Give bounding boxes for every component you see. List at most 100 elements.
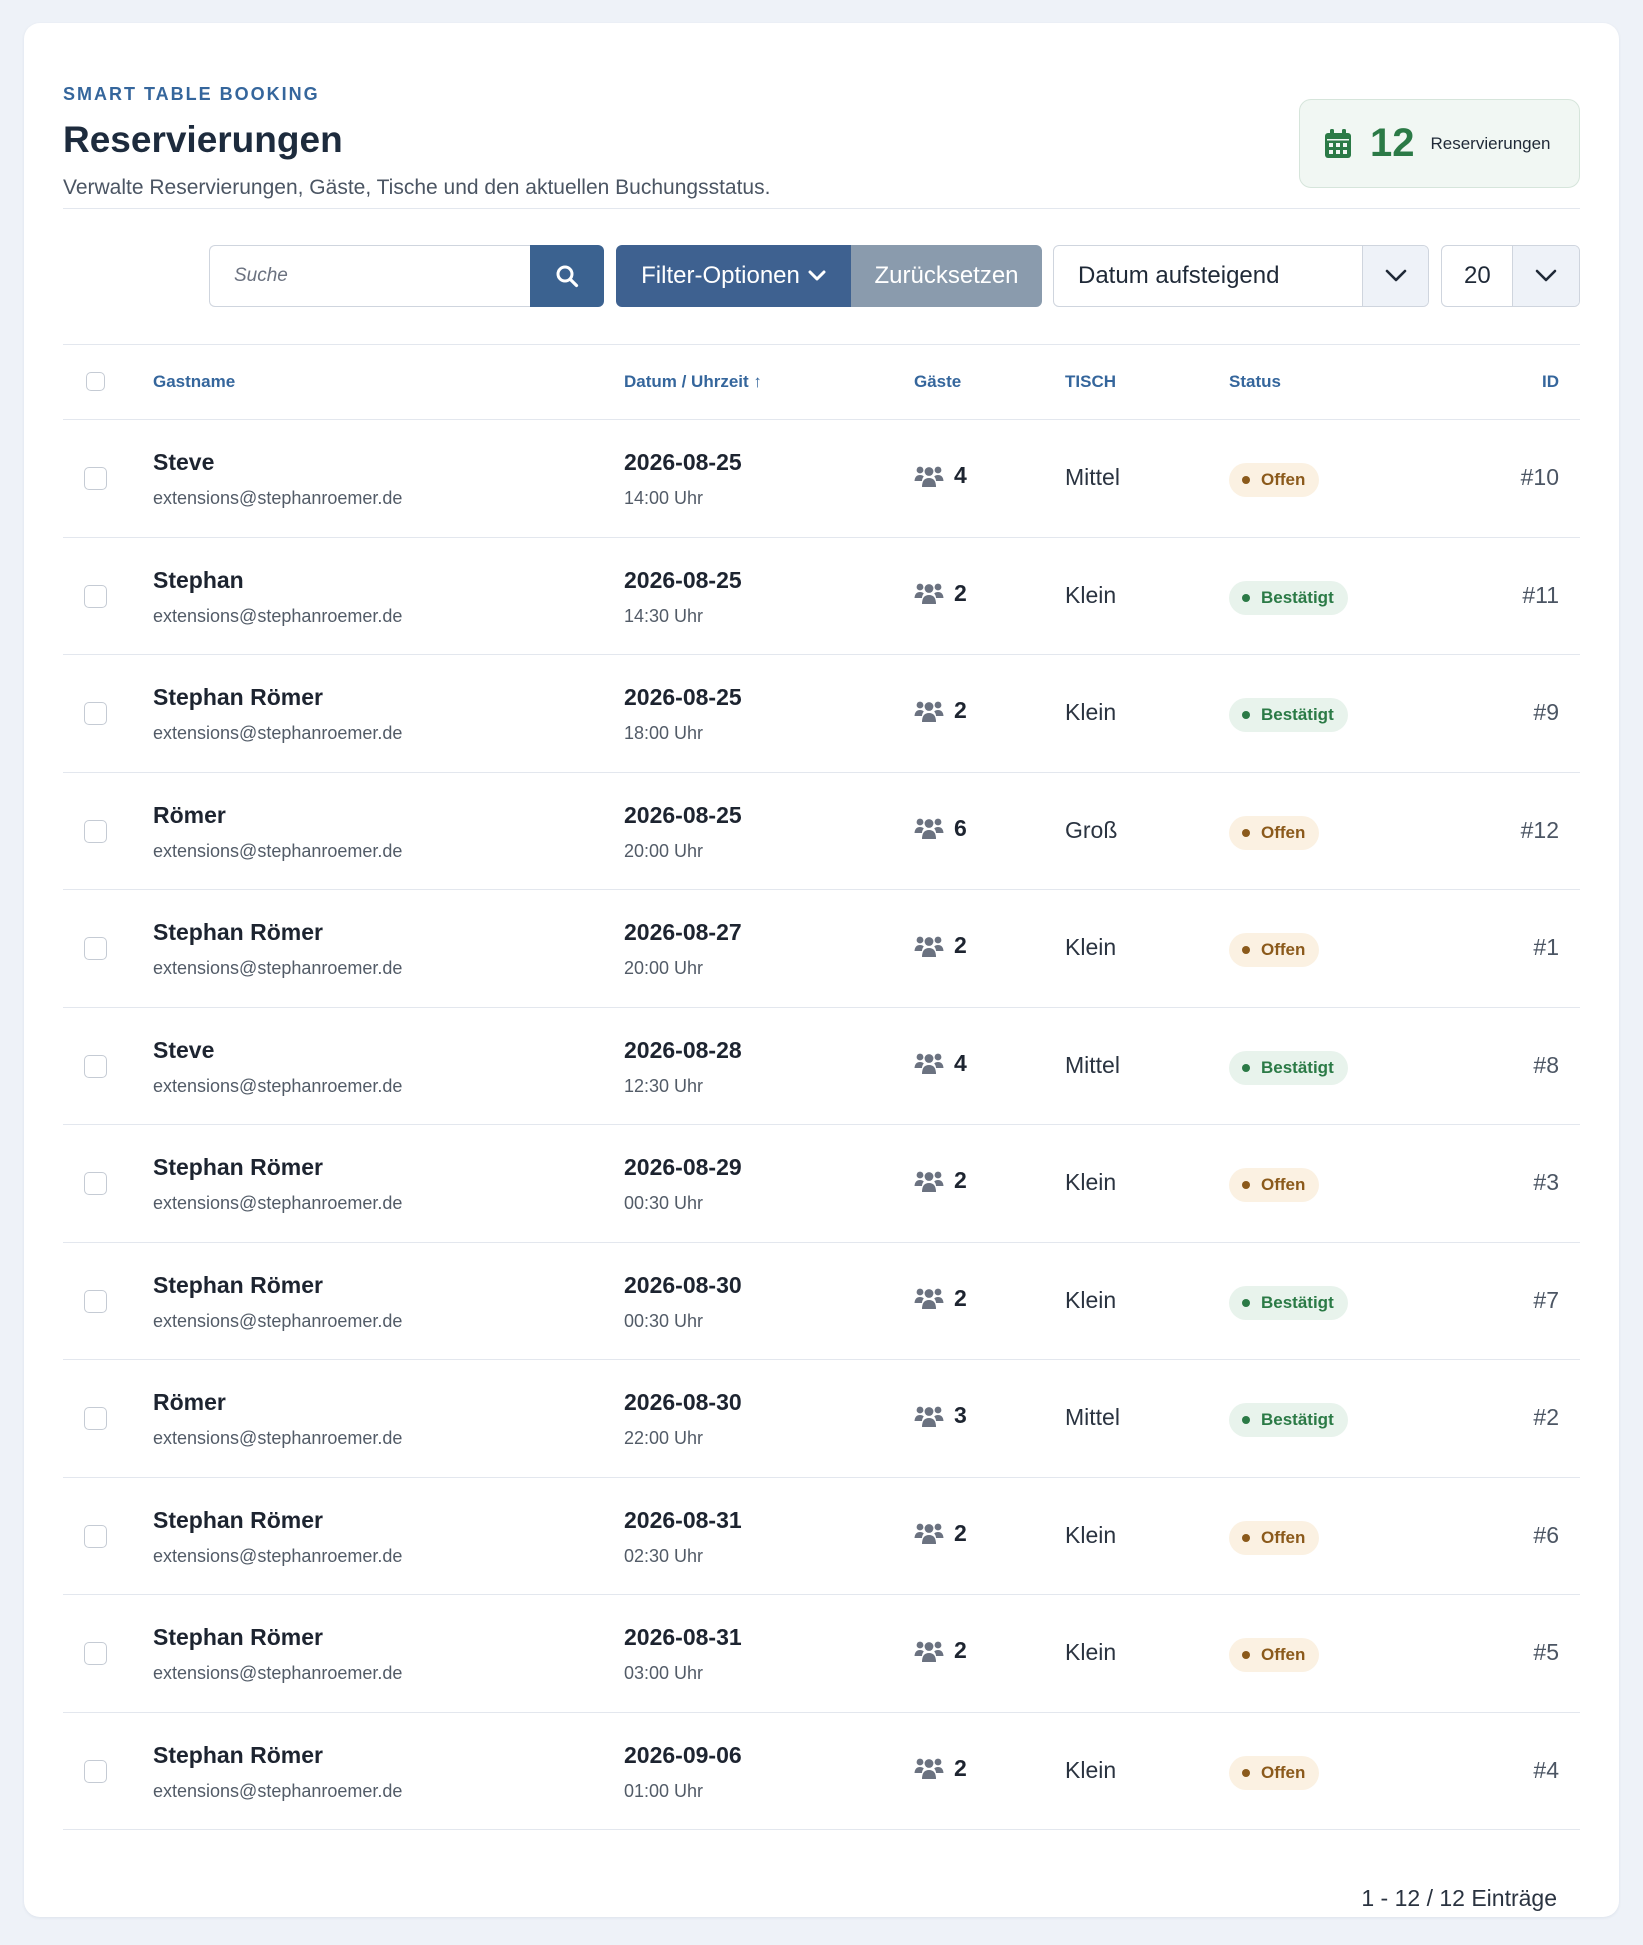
reservation-date: 2026-08-31 xyxy=(624,1506,742,1533)
status-label: Bestätigt xyxy=(1261,1292,1334,1312)
page-header: SMART TABLE BOOKING Reservierungen Verwa… xyxy=(63,59,1580,209)
table-row[interactable]: Stephan Römer extensions@stephanroemer.d… xyxy=(63,1713,1580,1830)
row-checkbox[interactable] xyxy=(84,1172,107,1195)
guest-count: 2 xyxy=(914,697,967,724)
status-badge: Offen xyxy=(1229,933,1320,967)
guest-count-value: 6 xyxy=(954,814,967,841)
status-dot xyxy=(1242,1063,1250,1072)
guest-name: Steve xyxy=(153,1036,215,1063)
guest-name: Römer xyxy=(153,801,226,828)
table-row[interactable]: Römer extensions@stephanroemer.de 2026-0… xyxy=(63,773,1580,890)
filter-options-button[interactable]: Filter-Optionen xyxy=(616,245,851,307)
status-dot xyxy=(1242,1181,1250,1189)
page-title: Reservierungen xyxy=(63,119,343,160)
row-checkbox[interactable] xyxy=(84,1759,107,1783)
guest-email: extensions@stephanroemer.de xyxy=(153,605,403,626)
status-label: Offen xyxy=(1261,1645,1306,1664)
row-checkbox[interactable] xyxy=(84,1524,107,1548)
row-checkbox[interactable] xyxy=(84,1054,107,1078)
table-size: Klein xyxy=(1065,1169,1117,1195)
guest-count-value: 2 xyxy=(954,579,967,606)
per-page-select[interactable]: 20 xyxy=(1441,245,1580,307)
table-row[interactable]: Steve extensions@stephanroemer.de 2026-0… xyxy=(63,1008,1580,1125)
reservation-date: 2026-08-28 xyxy=(624,1036,742,1063)
reset-button[interactable]: Zurücksetzen xyxy=(851,245,1042,307)
table-row[interactable]: Stephan extensions@stephanroemer.de 2026… xyxy=(63,538,1580,655)
reservation-time: 03:00 Uhr xyxy=(624,1663,704,1683)
guest-email: extensions@stephanroemer.de xyxy=(153,1193,403,1213)
guest-count: 2 xyxy=(914,1520,967,1547)
status-label: Offen xyxy=(1261,940,1306,959)
guest-name: Stephan Römer xyxy=(153,684,323,710)
table-row[interactable]: Stephan Römer extensions@stephanroemer.d… xyxy=(63,1243,1580,1360)
table-row[interactable]: Steve extensions@stephanroemer.de 2026-0… xyxy=(63,420,1580,538)
pagination-info: 1 - 12 / 12 Einträge xyxy=(1361,1885,1557,1911)
guest-count-value: 2 xyxy=(954,1167,967,1193)
column-header-guests[interactable]: Gäste xyxy=(914,372,962,391)
search-button[interactable] xyxy=(530,245,604,307)
status-label: Offen xyxy=(1261,1175,1306,1194)
search-input[interactable] xyxy=(209,245,531,307)
status-badge: Bestätigt xyxy=(1229,1050,1348,1085)
row-checkbox[interactable] xyxy=(84,937,107,960)
status-dot xyxy=(1242,711,1250,719)
reservation-id: #8 xyxy=(1533,1051,1559,1078)
select-all-checkbox[interactable] xyxy=(86,372,105,391)
guest-count: 4 xyxy=(914,462,967,489)
toolbar: Filter-Optionen Zurücksetzen Datum aufst… xyxy=(24,245,1619,307)
table-size: Klein xyxy=(1065,1756,1117,1783)
row-checkbox[interactable] xyxy=(84,1642,107,1665)
reservation-time: 00:30 Uhr xyxy=(624,1310,704,1331)
per-page-toggle[interactable] xyxy=(1512,246,1579,306)
status-label: Bestätigt xyxy=(1261,1410,1334,1429)
table-size: Mittel xyxy=(1065,464,1120,490)
reservation-time: 20:00 Uhr xyxy=(624,958,704,978)
status-dot xyxy=(1242,946,1250,954)
guest-count-value: 2 xyxy=(954,1519,967,1546)
status-badge: Bestätigt xyxy=(1229,580,1348,615)
row-checkbox[interactable] xyxy=(84,819,107,843)
per-page-value: 20 xyxy=(1464,262,1491,289)
column-header-status[interactable]: Status xyxy=(1229,372,1281,391)
users-icon xyxy=(914,936,944,957)
sort-select-toggle[interactable] xyxy=(1362,246,1428,306)
row-checkbox[interactable] xyxy=(84,1407,107,1430)
guest-email: extensions@stephanroemer.de xyxy=(153,488,403,508)
guest-count: 2 xyxy=(914,1285,967,1312)
guest-email: extensions@stephanroemer.de xyxy=(153,1310,403,1331)
status-badge: Bestätigt xyxy=(1229,1285,1348,1320)
guest-name: Stephan Römer xyxy=(153,1741,323,1768)
table-body: Steve extensions@stephanroemer.de 2026-0… xyxy=(63,420,1580,1830)
reservation-id: #12 xyxy=(1520,816,1559,843)
table-row[interactable]: Stephan Römer extensions@stephanroemer.d… xyxy=(63,1595,1580,1713)
guest-name: Stephan Römer xyxy=(153,1154,323,1180)
guest-count: 2 xyxy=(914,1755,967,1782)
users-icon xyxy=(914,1171,944,1192)
row-checkbox[interactable] xyxy=(84,467,107,490)
reservation-date: 2026-08-25 xyxy=(624,449,742,475)
guest-email: extensions@stephanroemer.de xyxy=(153,1663,403,1683)
reservation-date: 2026-08-30 xyxy=(624,1271,742,1298)
guest-count: 2 xyxy=(914,932,967,959)
table-row[interactable]: Stephan Römer extensions@stephanroemer.d… xyxy=(63,1478,1580,1595)
guest-count: 3 xyxy=(914,1402,967,1429)
status-dot xyxy=(1242,1533,1250,1542)
table-row[interactable]: Stephan Römer extensions@stephanroemer.d… xyxy=(63,1125,1580,1243)
guest-name: Stephan Römer xyxy=(153,1271,323,1298)
users-icon xyxy=(914,1758,944,1779)
status-badge: Offen xyxy=(1229,1755,1320,1790)
row-checkbox[interactable] xyxy=(84,584,107,608)
column-header-name[interactable]: Gastname xyxy=(153,372,236,391)
column-header-date[interactable]: Datum / Uhrzeit ↑ xyxy=(624,372,762,391)
row-checkbox[interactable] xyxy=(84,1289,107,1313)
table-row[interactable]: Stephan Römer extensions@stephanroemer.d… xyxy=(63,890,1580,1008)
column-header-tisch[interactable]: TISCH xyxy=(1065,372,1116,391)
table-row[interactable]: Stephan Römer extensions@stephanroemer.d… xyxy=(63,655,1580,773)
status-badge: Offen xyxy=(1229,463,1320,497)
row-checkbox[interactable] xyxy=(84,702,107,725)
column-header-id[interactable]: ID xyxy=(1542,372,1559,391)
guest-email: extensions@stephanroemer.de xyxy=(153,1428,403,1448)
guest-name: Stephan xyxy=(153,566,244,593)
table-row[interactable]: Römer extensions@stephanroemer.de 2026-0… xyxy=(63,1360,1580,1478)
sort-select[interactable]: Datum aufsteigend xyxy=(1053,245,1429,307)
